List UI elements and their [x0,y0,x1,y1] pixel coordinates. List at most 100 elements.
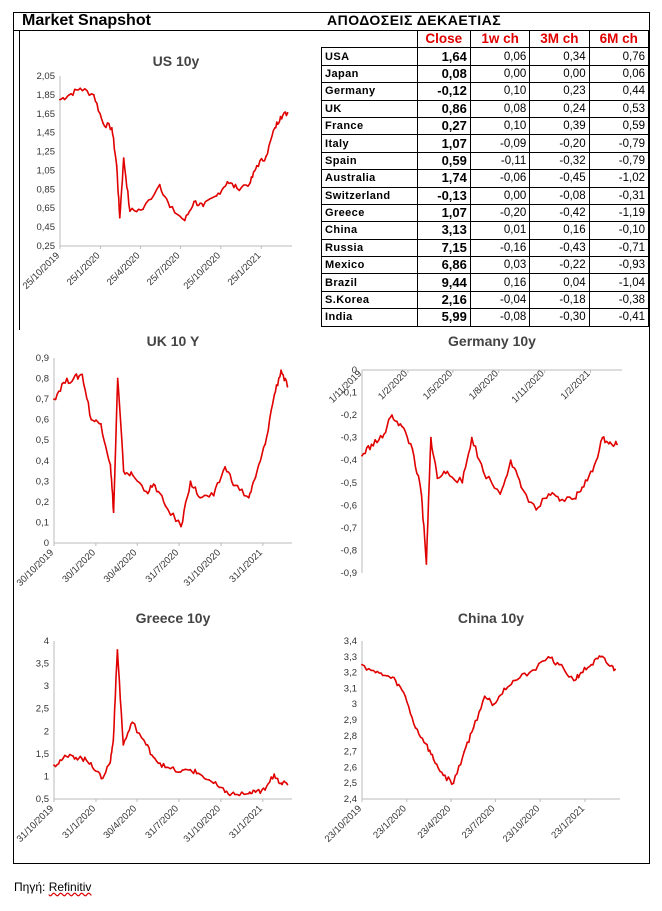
close-cell: 5,99 [416,308,471,327]
data-point [452,782,455,785]
country-cell: UK [321,99,418,118]
data-point [154,484,156,487]
change-1w-cell: 0,10 [469,82,531,101]
change-1w-cell: 0,06 [469,47,531,66]
table-row: Switzerland -0,13 0,00 -0,08 -0,31 [321,186,650,205]
data-point [116,377,119,380]
country-cell: S.Korea [321,290,418,310]
change-3m-cell: -0,20 [529,134,590,153]
data-point [513,679,516,682]
table-row: Russia 7,15 -0,16 -0,43 -0,71 [321,238,650,258]
data-point [425,563,428,565]
x-tick-label: 1/8/2020 [467,368,501,402]
country-cell: USA [321,47,418,66]
source-prefix: Πηγή: [14,880,49,894]
y-tick-label: 2,6 [344,762,357,773]
y-tick-label: 2 [44,726,49,737]
change-6m-cell: -1,19 [588,203,650,223]
data-point [420,493,423,495]
data-point [493,703,495,706]
chart-title: China 10y [458,610,524,626]
change-3m-cell: -0,42 [529,203,590,223]
data-point [99,422,102,425]
chart-svg: UK 10 Y00,10,20,30,40,50,60,70,80,930/10… [15,333,292,589]
data-point [153,757,156,760]
change-1w-cell: -0,06 [469,169,531,188]
series-line [361,655,616,786]
change-6m-cell: -0,38 [588,290,650,310]
y-tick-label: 2,7 [344,747,357,758]
data-point [461,481,464,484]
data-point [607,663,610,666]
data-point [535,508,538,511]
x-tick-label: 23/1/2020 [371,803,409,841]
y-tick-label: 0,5 [36,435,49,446]
close-cell: 1,64 [416,47,471,66]
y-tick-label: 1,65 [37,109,56,120]
y-tick-label: 1,05 [37,165,56,176]
change-1w-cell: 0,01 [469,221,531,240]
data-point [436,477,439,480]
change-3m-cell: -0,18 [529,290,590,310]
series-line [361,414,618,565]
country-cell: Brazil [321,273,418,292]
data-point [581,486,583,489]
change-3m-cell: -0,22 [529,256,590,275]
x-tick-label: 1/2/2020 [376,368,410,402]
y-tick-label: 0,65 [37,203,56,214]
data-point [609,441,611,444]
y-tick-label: 2,5 [344,778,357,789]
data-point [401,425,403,428]
y-tick-label: 2,4 [344,794,357,805]
close-cell: 1,74 [416,169,471,188]
data-point [247,792,250,795]
table-row: Australia 1,74 -0,06 -0,45 -1,02 [321,169,650,188]
x-tick-label: 1/11/2020 [510,368,547,405]
change-1w-cell: 0,00 [469,186,531,205]
x-tick-label: 1/2/2021 [559,368,593,402]
data-point [273,127,276,129]
data-point [558,663,561,666]
table-row: USA 1,64 0,06 0,34 0,76 [321,47,650,66]
change-3m-cell: 0,39 [529,116,590,136]
close-cell: 3,13 [416,221,471,240]
y-tick-label: 1,25 [37,147,56,158]
data-point [212,782,215,785]
y-tick-label: 0,5 [36,794,49,805]
table-row: China 3,13 0,01 0,16 -0,10 [321,221,650,240]
y-tick-label: 4 [44,636,49,647]
data-point [199,773,201,776]
data-point [168,206,171,209]
data-point [90,418,93,421]
data-point [442,774,445,777]
change-1w-cell: 0,10 [469,116,531,136]
y-tick-label: -0,7 [341,523,357,534]
data-point [62,381,65,384]
change-6m-cell: 0,76 [588,47,650,66]
chart-us10y: US 10y 0,25 0,45 0,65 0,85 1,05 1,25 1,45 1,65 1,… [21,48,312,308]
close-cell: 0,59 [416,151,471,171]
change-3m-cell: -0,32 [529,151,590,171]
data-point [482,470,485,473]
data-point [590,663,593,666]
close-cell: -0,13 [416,186,471,205]
y-tick-label: 0,8 [36,374,49,385]
change-1w-cell: -0,08 [469,308,531,327]
close-cell: 6,86 [416,256,471,275]
close-cell: 0,86 [416,99,471,118]
header-spacer [321,30,418,49]
data-point [273,773,276,776]
change-3m-cell: 0,16 [529,221,590,240]
data-point [361,663,363,666]
y-tick-label: 2,9 [344,715,357,726]
change-3m-cell: 0,34 [529,47,590,66]
data-point [112,739,115,742]
x-tick-label: 25/7/2020 [145,250,183,288]
chart-svg: US 10y 0,25 0,45 0,65 0,85 1,05 1,25 1,45 1,65 1,… [21,53,292,292]
data-point [145,490,148,493]
data-point [528,671,531,674]
data-point [273,394,276,396]
chart-title: Greece 10y [136,610,211,626]
country-cell: Mexico [321,256,418,275]
close-cell: -0,12 [416,82,471,101]
